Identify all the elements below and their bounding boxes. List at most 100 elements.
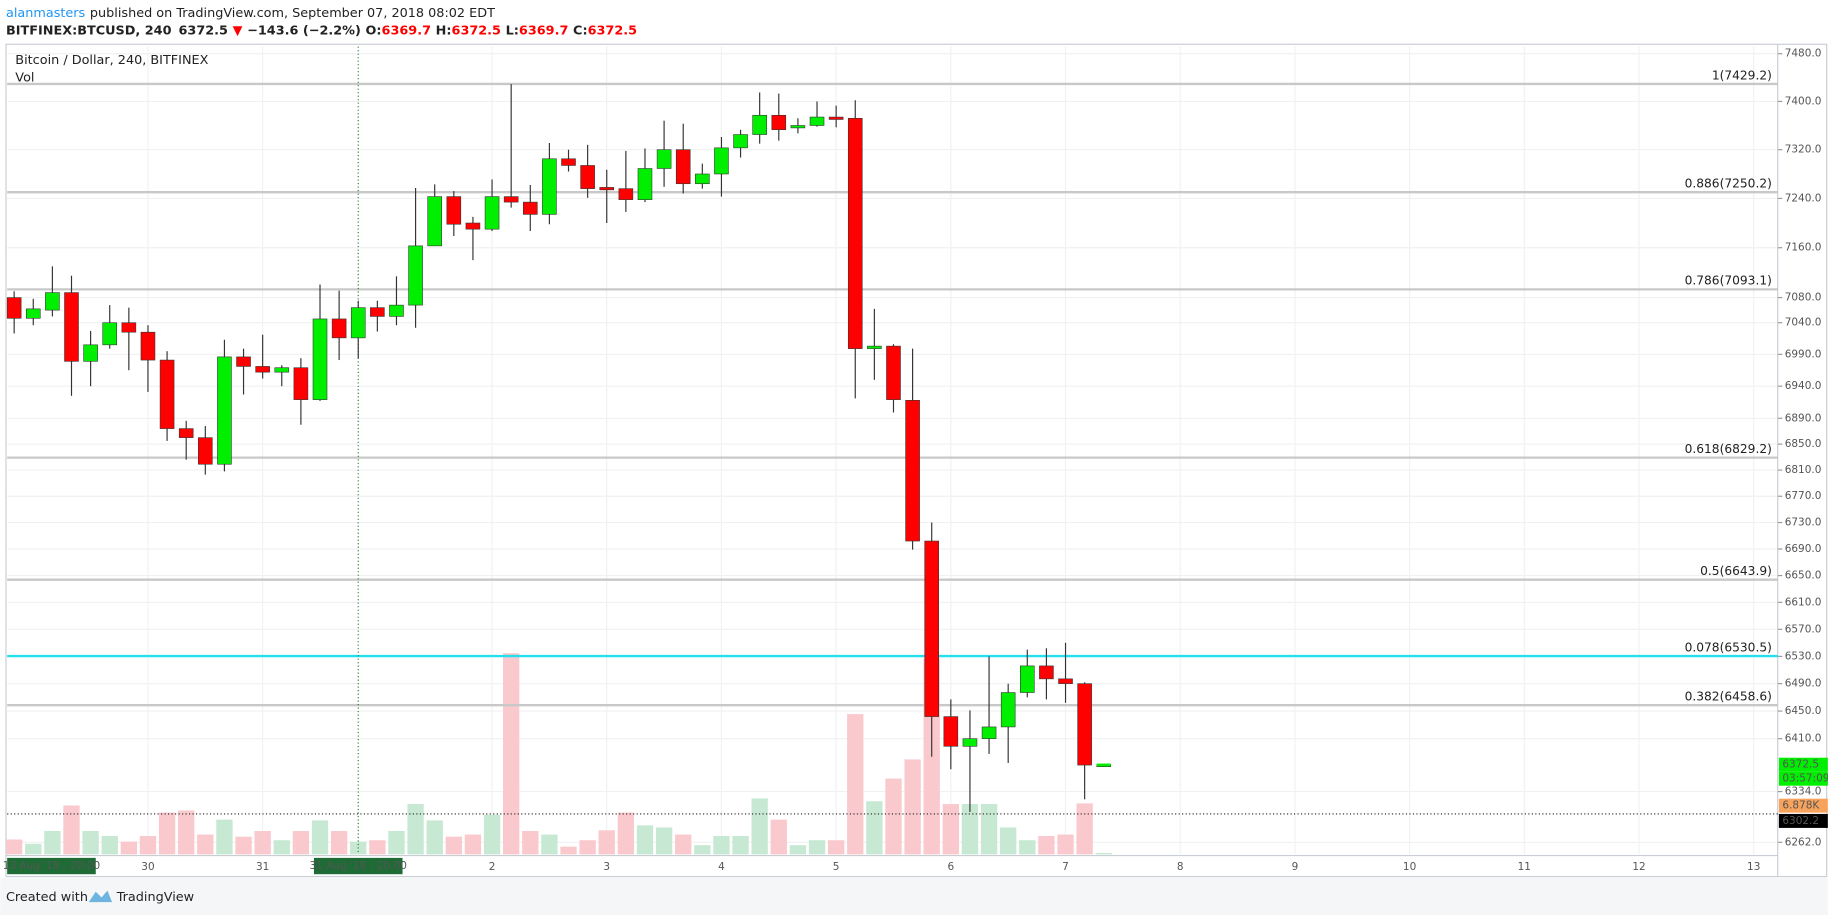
volume-bar bbox=[254, 831, 271, 855]
low-price: 6302.2 bbox=[1782, 815, 1819, 827]
last-price-box bbox=[1778, 757, 1828, 772]
candle-body bbox=[771, 114, 787, 131]
candle-body bbox=[522, 201, 538, 215]
candle-body bbox=[408, 245, 423, 306]
x-tick-label: 31 bbox=[256, 861, 269, 873]
candle-body bbox=[809, 116, 825, 126]
candle-body bbox=[1020, 665, 1035, 693]
candle-body bbox=[886, 345, 901, 400]
fib-label: 0.078(6530.5) bbox=[1685, 640, 1772, 654]
candle-body bbox=[427, 196, 442, 247]
volume-bar bbox=[541, 834, 558, 855]
candle-body bbox=[790, 125, 806, 129]
change: −143.6 (−2.2%) bbox=[247, 23, 361, 38]
x-marker: 31 Aug '18 - 20:00 bbox=[310, 860, 407, 872]
candle-body bbox=[847, 117, 863, 349]
y-tick-label: 6334.0 bbox=[1785, 786, 1822, 798]
volume-bar bbox=[942, 804, 959, 855]
x-tick-label: 10 bbox=[1403, 861, 1416, 873]
candle-body bbox=[695, 173, 710, 185]
volume-bar bbox=[808, 840, 826, 855]
volume-bar bbox=[445, 836, 462, 855]
volume-bar bbox=[1076, 803, 1093, 855]
ohlc-value: 6369.7 bbox=[519, 23, 568, 38]
volume-bar bbox=[980, 804, 998, 855]
y-tick-label: 6610.0 bbox=[1785, 596, 1822, 608]
volume-bar bbox=[827, 840, 845, 855]
publish-line: alanmasters published on TradingView.com,… bbox=[6, 5, 495, 20]
volume-bar bbox=[732, 835, 749, 855]
x-tick-label: 6 bbox=[947, 861, 954, 873]
candle-body bbox=[102, 322, 118, 346]
chart-frame bbox=[5, 43, 1828, 878]
countdown-box bbox=[1778, 771, 1828, 786]
candle-body bbox=[217, 356, 232, 465]
ohlc-value: 6372.5 bbox=[452, 23, 502, 38]
volume-bar bbox=[101, 835, 118, 855]
y-tick-label: 7240.0 bbox=[1785, 192, 1822, 204]
ohlc-key: C: bbox=[573, 23, 588, 38]
candle-body bbox=[618, 188, 634, 200]
candle-body bbox=[465, 222, 481, 230]
candle-body bbox=[25, 308, 41, 319]
volume-bar bbox=[311, 820, 329, 855]
y-tick-label: 6810.0 bbox=[1785, 464, 1822, 476]
volume-bar bbox=[751, 798, 768, 855]
volume-bar bbox=[694, 845, 711, 855]
volume-bar bbox=[675, 834, 692, 855]
x-tick-label: 11 bbox=[1518, 861, 1531, 873]
candle-body bbox=[905, 399, 920, 542]
volume-bar bbox=[292, 831, 310, 855]
ohlc-value: 6372.5 bbox=[588, 23, 638, 38]
candle-body bbox=[45, 292, 60, 311]
x-tick-label: 4 bbox=[718, 861, 725, 873]
y-tick-label: 7400.0 bbox=[1785, 95, 1822, 107]
logo[interactable] bbox=[88, 890, 113, 903]
volume-bar bbox=[617, 812, 635, 855]
candle-body bbox=[6, 297, 22, 319]
y-tick-label: 6650.0 bbox=[1785, 570, 1822, 582]
x-tick-label: 3 bbox=[603, 861, 610, 873]
x-tick-label: 12 bbox=[1632, 861, 1645, 873]
y-tick-label: 6890.0 bbox=[1785, 412, 1822, 424]
x-tick-label: 9 bbox=[1292, 861, 1299, 873]
y-tick-label: 6262.0 bbox=[1785, 836, 1822, 848]
candle-body bbox=[867, 345, 882, 349]
volume-bar bbox=[25, 843, 42, 855]
volume-bar bbox=[1038, 835, 1055, 855]
volume-bar bbox=[598, 830, 615, 855]
volume-bar bbox=[407, 804, 424, 855]
volume-bar bbox=[464, 834, 482, 855]
footer bbox=[0, 877, 1828, 915]
candle-body bbox=[64, 292, 79, 362]
brand[interactable]: TradingView bbox=[116, 890, 194, 905]
volume-bar bbox=[5, 839, 23, 855]
volume-bar bbox=[713, 835, 730, 855]
volume-bar bbox=[789, 845, 807, 855]
candle-body bbox=[981, 726, 997, 739]
ohlc-value: 6369.7 bbox=[382, 23, 431, 38]
y-tick-label: 6850.0 bbox=[1785, 438, 1822, 450]
volume-bar bbox=[770, 819, 787, 855]
candle-body bbox=[1058, 678, 1073, 684]
fib-label: 0.5(6643.9) bbox=[1700, 564, 1772, 578]
candle-body bbox=[312, 318, 328, 400]
y-tick-label: 6450.0 bbox=[1785, 705, 1822, 717]
author[interactable]: alanmasters bbox=[6, 5, 86, 20]
volume-bar bbox=[579, 840, 596, 855]
candle-body bbox=[370, 307, 385, 317]
volume-legend: Vol bbox=[15, 71, 34, 86]
symbol: BITFINEX:BTCUSD, 240 bbox=[6, 23, 172, 38]
candle-body bbox=[714, 147, 729, 175]
volume-bar bbox=[961, 804, 979, 855]
volume-bar bbox=[273, 840, 290, 855]
y-tick-label: 6490.0 bbox=[1785, 678, 1822, 690]
published: published on TradingView.com, September … bbox=[90, 5, 495, 20]
x-tick-label: 2 bbox=[489, 861, 496, 873]
volume-bar bbox=[483, 814, 501, 855]
candle-body bbox=[484, 196, 500, 230]
volume-bar bbox=[330, 831, 348, 855]
volume-bar bbox=[866, 801, 883, 855]
volume-bar bbox=[82, 831, 99, 855]
